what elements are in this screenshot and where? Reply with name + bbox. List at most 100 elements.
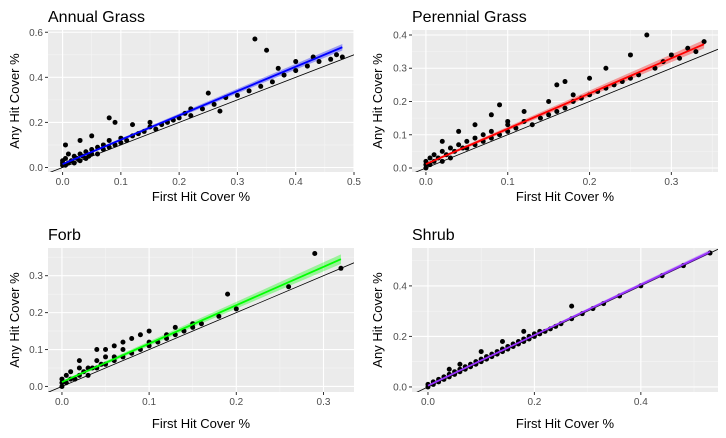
data-point [603, 65, 609, 71]
y-tick-label: 0.3 [29, 271, 43, 282]
data-point [644, 32, 650, 38]
data-point [77, 158, 83, 164]
data-point [334, 52, 340, 58]
data-point [199, 106, 205, 112]
data-point [472, 135, 478, 141]
data-point [89, 133, 95, 139]
data-point [488, 128, 494, 134]
panel-shrub: Shrub First Hit Cover % Any Hit Cover % … [370, 227, 718, 431]
x-tick-label: 0.3 [317, 397, 331, 408]
data-point [172, 324, 178, 330]
data-point [59, 383, 65, 389]
x-tick-label: 0.0 [56, 177, 70, 188]
data-point [456, 142, 462, 148]
data-point [153, 126, 159, 132]
data-point [488, 112, 494, 118]
data-point [76, 358, 82, 364]
data-point [457, 361, 463, 367]
data-point [62, 155, 68, 161]
data-point [431, 152, 437, 158]
x-tick-label: 0.2 [527, 397, 541, 408]
data-point [124, 137, 130, 143]
y-tick-label: 0.4 [393, 281, 407, 292]
data-point [65, 151, 71, 157]
x-tick-label: 0.4 [289, 177, 303, 188]
data-point [118, 140, 124, 146]
data-point [112, 119, 118, 125]
data-point [627, 52, 633, 58]
plot-area [412, 248, 718, 392]
panel-annual-grass: Annual Grass First Hit Cover % Any Hit C… [7, 9, 361, 204]
data-point [94, 347, 100, 353]
data-point [478, 349, 484, 355]
data-point [677, 55, 683, 61]
data-point [217, 108, 223, 114]
x-axis-title: First Hit Cover % [516, 416, 615, 431]
reference-line [415, 48, 718, 172]
data-point [120, 347, 126, 353]
data-point [76, 365, 82, 371]
data-point [521, 328, 527, 334]
y-tick-label: 0.3 [393, 64, 407, 75]
data-point [316, 59, 322, 65]
data-point [685, 45, 691, 51]
x-axis-title: First Hit Cover % [516, 189, 615, 204]
data-point [94, 358, 100, 364]
data-point [447, 145, 453, 151]
data-point [275, 65, 281, 71]
plot-area [48, 248, 354, 392]
data-point [338, 265, 344, 271]
x-tick-label: 0.5 [347, 177, 361, 188]
data-point [264, 47, 270, 53]
y-tick-label: 0.0 [29, 163, 43, 174]
data-point [205, 90, 211, 96]
y-tick-label: 0.0 [29, 382, 43, 393]
data-point [439, 148, 445, 154]
data-point [103, 354, 109, 360]
data-point [439, 158, 445, 164]
data-point [286, 284, 292, 290]
data-point [701, 39, 707, 45]
y-tick-label: 0.2 [29, 118, 43, 129]
data-point [59, 376, 65, 382]
data-point [190, 324, 196, 330]
data-point [312, 251, 318, 257]
data-point [427, 155, 433, 161]
data-point [554, 108, 560, 114]
y-tick-label: 0.0 [393, 382, 407, 393]
x-tick-label: 0.2 [229, 397, 243, 408]
data-point [693, 49, 699, 55]
data-point [234, 92, 240, 98]
data-point [472, 122, 478, 128]
y-tick-label: 0.2 [393, 97, 407, 108]
data-point [587, 75, 593, 81]
data-point [499, 338, 505, 344]
data-point [497, 102, 503, 108]
y-axis-title: Any Hit Cover % [370, 272, 385, 368]
x-tick-label: 0.0 [419, 177, 433, 188]
data-point [328, 56, 334, 62]
x-tick-label: 0.0 [55, 397, 69, 408]
data-point [233, 306, 239, 312]
data-point [216, 313, 222, 319]
y-axis-title: Any Hit Cover % [7, 272, 22, 368]
data-point [258, 83, 264, 89]
data-point [146, 328, 152, 334]
data-point [211, 101, 217, 107]
x-tick-label: 0.3 [664, 177, 678, 188]
panel-title: Forb [48, 227, 81, 244]
y-axis-title: Any Hit Cover % [370, 53, 385, 149]
data-point [246, 88, 252, 94]
data-point [439, 138, 445, 144]
x-tick-label: 0.2 [583, 177, 597, 188]
data-point [269, 79, 275, 85]
data-point [120, 339, 126, 345]
data-point [529, 122, 535, 128]
plot-area [48, 30, 354, 172]
panel-forb: Forb First Hit Cover % Any Hit Cover % 0… [7, 227, 354, 431]
data-point [62, 142, 68, 148]
data-point [546, 112, 552, 118]
data-point [137, 332, 143, 338]
y-tick-label: 0.6 [29, 28, 43, 39]
